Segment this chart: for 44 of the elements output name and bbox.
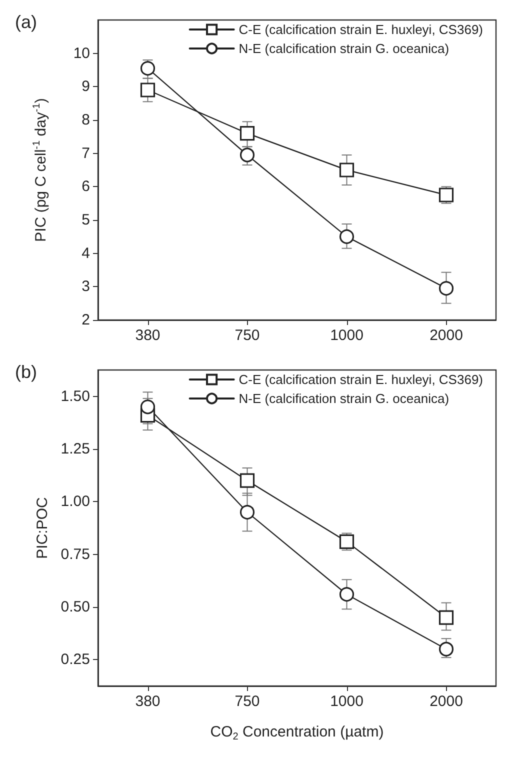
y-tick-label: 1.00: [60, 493, 90, 510]
legend-label: N-E (calcification strain G. oceanica): [238, 41, 450, 56]
x-tick-label: 380: [135, 693, 160, 710]
y-tick-label: 0.50: [60, 598, 90, 616]
point: [438, 281, 454, 296]
point: [438, 642, 454, 656]
y-tick-label: 9: [82, 78, 90, 96]
y-tick-label: 1.50: [60, 388, 90, 405]
y-tick-label: 0.75: [60, 546, 90, 563]
point: [140, 82, 156, 98]
x-tick-label: 750: [234, 327, 260, 344]
legend-label: C-E (calcification strain E. huxleyi, CS369): [238, 372, 483, 387]
y-tick-label: 10: [73, 44, 90, 62]
point: [140, 61, 156, 76]
y-tick-label: 2: [82, 312, 90, 328]
point: [240, 126, 255, 141]
y-tick-label: 3: [82, 278, 90, 296]
chart-title: (b): [15, 362, 37, 382]
x-tick-label: 2000: [430, 693, 463, 710]
chart-title: (a): [15, 12, 37, 32]
point: [438, 610, 454, 625]
x-tick-label: 1000: [330, 693, 364, 710]
point: [240, 473, 255, 488]
y-tick-label: 8: [82, 112, 90, 128]
point: [339, 162, 354, 178]
y-tick-label: 4: [82, 244, 90, 262]
point: [140, 400, 156, 414]
legend-label: C-E (calcification strain E. huxleyi, CS369): [238, 22, 483, 37]
point: [339, 587, 354, 602]
y-axis-title: PIC:POC: [34, 497, 51, 559]
point: [339, 229, 354, 244]
x-tick-label: 2000: [430, 327, 463, 344]
point: [240, 148, 255, 162]
y-axis-title: PIC (pg C cell-1 day-1): [32, 98, 50, 242]
legend-label: N-E (calcification strain G. oceanica): [238, 391, 450, 406]
point: [240, 504, 255, 520]
x-tick-label: 750: [234, 693, 260, 710]
y-tick-label: 5: [82, 212, 90, 228]
y-tick-label: 0.25: [60, 651, 90, 668]
x-tick-label: 380: [135, 327, 160, 344]
y-tick-label: 6: [82, 178, 90, 196]
y-tick-label: 1.25: [60, 440, 90, 458]
y-tick-label: 7: [82, 144, 90, 162]
x-tick-label: 1000: [330, 327, 364, 344]
